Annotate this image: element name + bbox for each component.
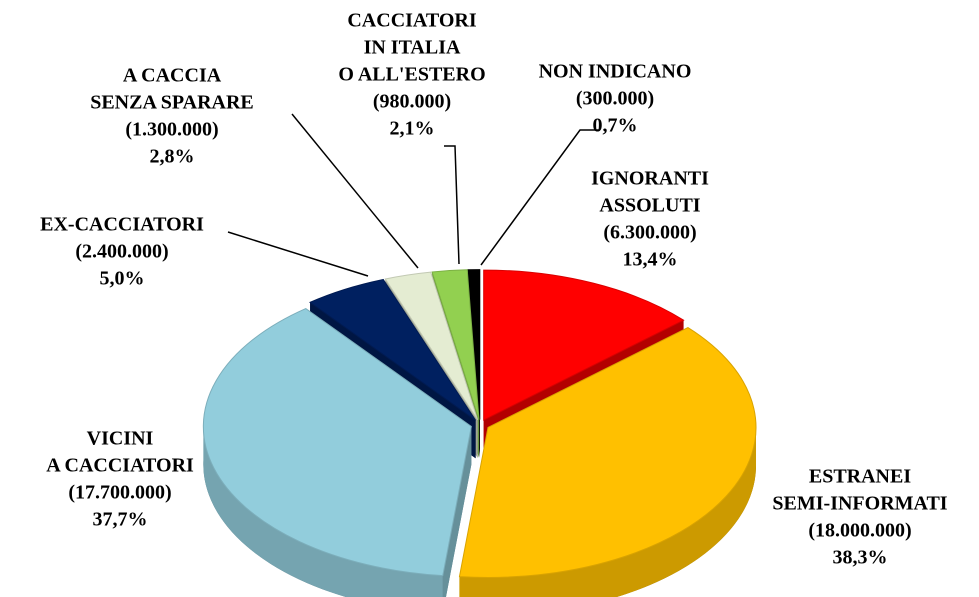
slice xyxy=(431,269,480,420)
count-label: (18.000.000) xyxy=(808,520,911,542)
slice-label: A CACCIA xyxy=(123,65,222,87)
leader-line xyxy=(291,113,419,269)
leader-line xyxy=(444,145,460,265)
slice-label: O ALL'ESTERO xyxy=(338,64,485,86)
value-label: 2,1% xyxy=(390,118,435,140)
leader-line xyxy=(480,129,600,266)
slice-label: SENZA SPARARE xyxy=(90,92,254,114)
count-label: (2.400.000) xyxy=(75,241,168,263)
slice-label: A CACCIATORI xyxy=(46,455,194,477)
count-label: (300.000) xyxy=(576,88,654,110)
slice xyxy=(483,269,685,421)
slice xyxy=(467,269,481,420)
slice xyxy=(384,271,479,421)
pie xyxy=(202,269,757,597)
value-label: 37,7% xyxy=(93,509,148,531)
slice xyxy=(458,326,757,578)
count-label: (17.700.000) xyxy=(68,482,171,504)
slice-label: EX-CACCIATORI xyxy=(40,214,204,236)
leader-lines xyxy=(227,113,600,277)
count-label: (1.300.000) xyxy=(125,119,218,141)
value-label: 5,0% xyxy=(100,268,145,290)
value-label: 38,3% xyxy=(833,547,888,569)
slice-label: VICINI xyxy=(87,428,154,450)
slice-label: ASSOLUTI xyxy=(599,195,700,217)
slice-label: IN ITALIA xyxy=(364,37,461,59)
slice-wall xyxy=(459,427,757,597)
slice-label: CACCIATORI xyxy=(347,10,476,32)
slice xyxy=(309,278,477,421)
slice-side xyxy=(442,426,472,597)
slice-label: IGNORANTI xyxy=(591,168,709,190)
slice xyxy=(202,307,472,577)
value-label: 13,4% xyxy=(623,249,678,271)
slice-label: ESTRANEI xyxy=(809,466,911,488)
value-label: 0,7% xyxy=(593,115,638,137)
slice-label: SEMI-INFORMATI xyxy=(772,493,947,515)
slice-wall xyxy=(203,426,443,597)
slice-label: NON INDICANO xyxy=(539,61,692,83)
leader-line xyxy=(227,231,369,277)
count-label: (6.300.000) xyxy=(603,222,696,244)
value-label: 2,8% xyxy=(150,146,195,168)
count-label: (980.000) xyxy=(373,91,451,113)
